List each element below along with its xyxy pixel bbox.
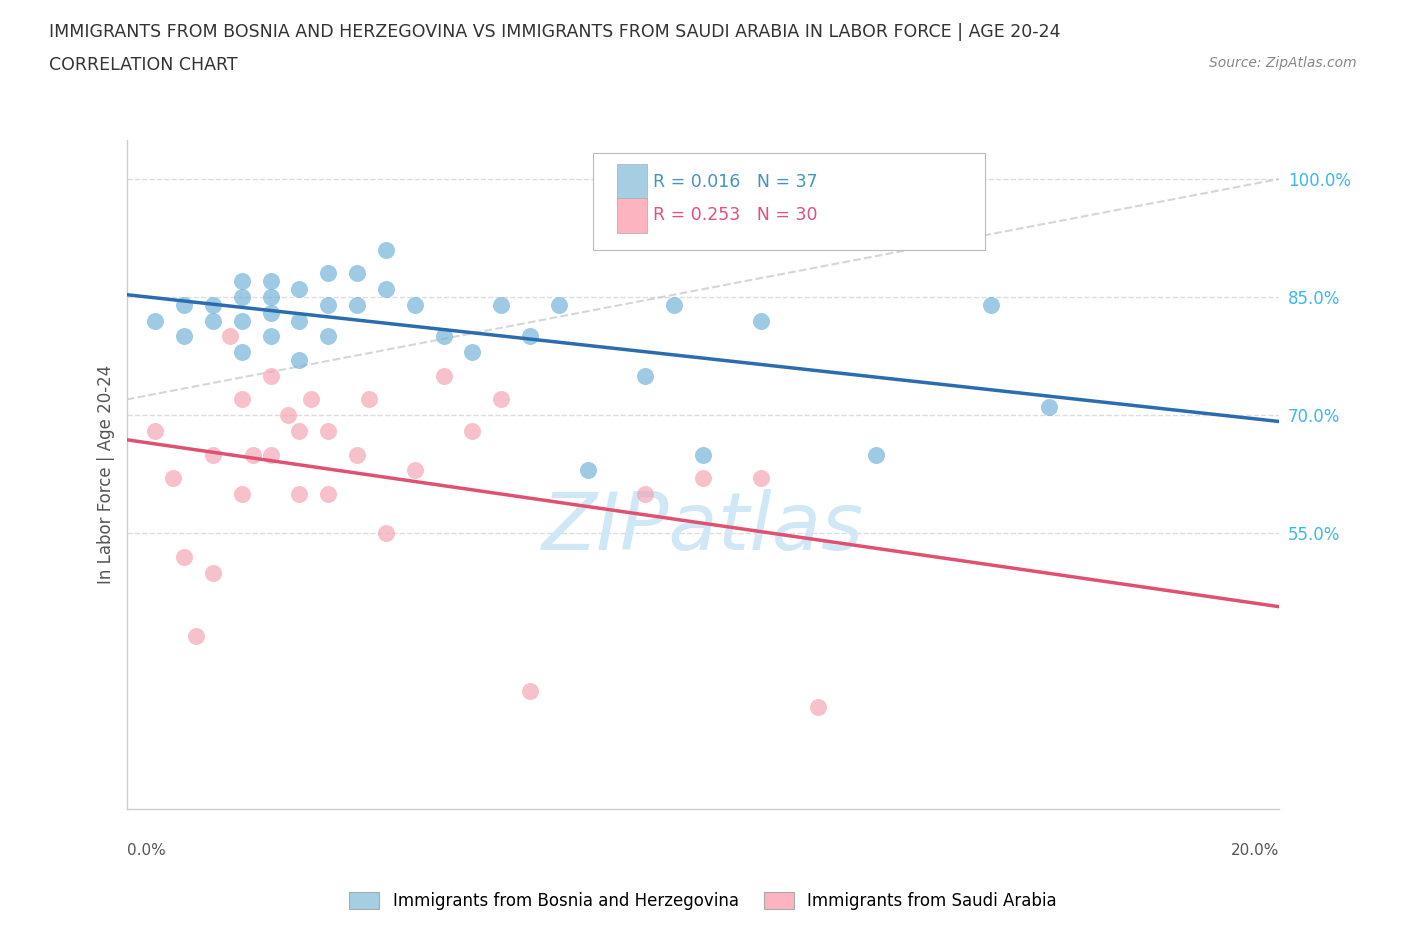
Point bbox=[461, 423, 484, 438]
Text: R = 0.016   N = 37: R = 0.016 N = 37 bbox=[654, 173, 818, 191]
FancyBboxPatch shape bbox=[616, 165, 647, 199]
Text: 20.0%: 20.0% bbox=[1232, 844, 1279, 858]
Point bbox=[548, 298, 571, 312]
Point bbox=[202, 313, 225, 328]
Point bbox=[404, 463, 426, 478]
Point bbox=[259, 305, 281, 320]
Point bbox=[145, 423, 166, 438]
Point bbox=[489, 298, 512, 312]
Point bbox=[259, 289, 281, 304]
Point bbox=[173, 298, 195, 312]
Point bbox=[433, 368, 456, 383]
Point bbox=[980, 298, 1002, 312]
FancyBboxPatch shape bbox=[593, 153, 986, 250]
Point bbox=[404, 298, 426, 312]
Point bbox=[865, 447, 887, 462]
Point bbox=[576, 463, 599, 478]
Point bbox=[519, 684, 541, 698]
Text: 0.0%: 0.0% bbox=[127, 844, 166, 858]
Point bbox=[1038, 400, 1060, 415]
Point bbox=[299, 392, 322, 407]
Point bbox=[259, 368, 281, 383]
Point bbox=[288, 282, 311, 297]
Point bbox=[259, 329, 281, 344]
Point bbox=[184, 629, 207, 644]
Point bbox=[807, 699, 830, 714]
Point bbox=[692, 471, 714, 485]
Point bbox=[202, 565, 225, 580]
Text: R = 0.253   N = 30: R = 0.253 N = 30 bbox=[654, 206, 818, 224]
Point bbox=[374, 526, 398, 541]
Point bbox=[231, 289, 253, 304]
Point bbox=[231, 486, 253, 501]
Y-axis label: In Labor Force | Age 20-24: In Labor Force | Age 20-24 bbox=[97, 365, 115, 584]
Point bbox=[259, 273, 281, 288]
Point bbox=[749, 313, 772, 328]
Point bbox=[749, 471, 772, 485]
FancyBboxPatch shape bbox=[616, 198, 647, 232]
Point bbox=[288, 486, 311, 501]
Point bbox=[461, 345, 484, 360]
Point bbox=[162, 471, 184, 485]
Point bbox=[231, 273, 253, 288]
Point bbox=[145, 313, 166, 328]
Point bbox=[692, 447, 714, 462]
Text: CORRELATION CHART: CORRELATION CHART bbox=[49, 56, 238, 73]
Point bbox=[318, 329, 340, 344]
Point bbox=[318, 298, 340, 312]
Point bbox=[433, 329, 456, 344]
Point bbox=[634, 486, 657, 501]
Point bbox=[346, 266, 368, 281]
Point bbox=[288, 352, 311, 367]
Point bbox=[318, 423, 340, 438]
Point bbox=[664, 298, 686, 312]
Point bbox=[489, 392, 512, 407]
Point bbox=[346, 447, 368, 462]
Point bbox=[374, 282, 398, 297]
Point bbox=[288, 423, 311, 438]
Point bbox=[231, 345, 253, 360]
Point bbox=[357, 392, 380, 407]
Point bbox=[519, 329, 541, 344]
Point bbox=[318, 266, 340, 281]
Point bbox=[173, 550, 195, 565]
Point bbox=[219, 329, 242, 344]
Point bbox=[173, 329, 195, 344]
Point bbox=[318, 486, 340, 501]
Point bbox=[374, 243, 398, 258]
Point bbox=[634, 368, 657, 383]
Point bbox=[346, 298, 368, 312]
Legend: Immigrants from Bosnia and Herzegovina, Immigrants from Saudi Arabia: Immigrants from Bosnia and Herzegovina, … bbox=[343, 885, 1063, 917]
Point bbox=[288, 313, 311, 328]
Text: IMMIGRANTS FROM BOSNIA AND HERZEGOVINA VS IMMIGRANTS FROM SAUDI ARABIA IN LABOR : IMMIGRANTS FROM BOSNIA AND HERZEGOVINA V… bbox=[49, 23, 1060, 41]
Point bbox=[231, 313, 253, 328]
Text: ZIPatlas: ZIPatlas bbox=[541, 489, 865, 567]
Point bbox=[202, 298, 225, 312]
Point bbox=[277, 407, 299, 422]
Text: Source: ZipAtlas.com: Source: ZipAtlas.com bbox=[1209, 56, 1357, 70]
Point bbox=[242, 447, 264, 462]
Point bbox=[231, 392, 253, 407]
Point bbox=[202, 447, 225, 462]
Point bbox=[259, 447, 281, 462]
